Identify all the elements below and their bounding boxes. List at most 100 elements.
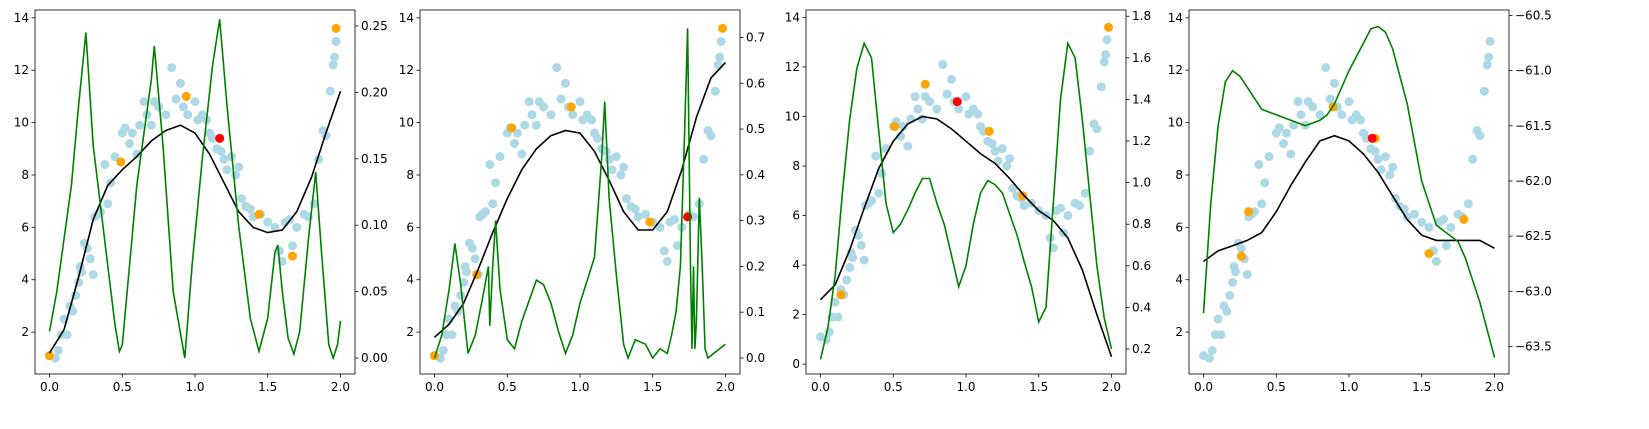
scatter-point <box>874 188 884 198</box>
scatter-point <box>1101 50 1111 60</box>
scatter-point <box>1321 63 1331 73</box>
scatter-point <box>699 154 709 164</box>
scatter-point <box>328 60 338 70</box>
y-tick-label: 6 <box>21 220 29 234</box>
scatter-point <box>1475 131 1485 141</box>
scatter-point <box>1388 162 1398 172</box>
y2-tick-label: 0.3 <box>746 214 765 228</box>
x-tick-label: 0.0 <box>1194 380 1213 394</box>
scatter-point <box>1308 102 1318 112</box>
scatter-point <box>127 128 137 138</box>
plot-layer <box>430 23 728 363</box>
scatter-point <box>287 241 297 251</box>
scatter-point <box>611 152 621 162</box>
scatter-point <box>190 97 200 107</box>
scatter-point <box>331 36 341 46</box>
scatter-point <box>633 212 643 222</box>
y2-tick-label: 0.7 <box>746 30 765 44</box>
highlight-point <box>116 157 126 167</box>
y2-tick-label: 0.00 <box>361 351 388 365</box>
scatter-point <box>1356 115 1366 125</box>
scatter-point <box>520 120 530 130</box>
x-tick-label: 1.0 <box>956 380 975 394</box>
y2-tick-label: −62.0 <box>1515 174 1552 188</box>
scatter-point <box>1417 217 1427 227</box>
mean-curve <box>1203 134 1495 263</box>
scatter-point <box>237 194 247 204</box>
highlight-point <box>254 209 264 219</box>
scatter-point <box>1409 209 1419 219</box>
scatter-point <box>954 104 964 114</box>
scatter-point <box>910 92 920 102</box>
scatter-point <box>480 207 490 217</box>
secondary-curve <box>819 40 1113 360</box>
x-tick-label: 0.5 <box>113 380 132 394</box>
scatter-point <box>619 162 629 172</box>
y-tick-label: 12 <box>14 63 29 77</box>
y2-tick-label: 0.10 <box>361 218 388 232</box>
scatter-point <box>1286 149 1296 159</box>
scatter-point <box>932 104 942 114</box>
x-tick-label: 1.5 <box>1029 380 1048 394</box>
scatter-point <box>575 97 585 107</box>
y-tick-label: 6 <box>1175 220 1183 234</box>
highlight-point <box>890 121 900 131</box>
scatter-point <box>219 154 229 164</box>
scatter-point <box>713 60 723 70</box>
y2-tick-label: 1.8 <box>1132 9 1151 23</box>
y-tick-label: 10 <box>785 109 800 123</box>
chart-panel-1: 0.0 0.5 1.0 1.5 2.0 2 4 6 8 10 12 14 0.00 0.05 0.10 0.1… <box>14 9 388 394</box>
scatter-point <box>1096 82 1106 92</box>
scatter-point <box>1296 110 1306 120</box>
scatter-point <box>706 131 716 141</box>
scatter-point <box>616 170 626 180</box>
highlight-point <box>984 126 994 136</box>
x-tick-label: 2.0 <box>1485 380 1504 394</box>
secondary-curve <box>433 28 726 361</box>
scatter-point <box>491 178 501 188</box>
y2-tick-label: −63.5 <box>1515 339 1552 353</box>
scatter-point <box>938 59 948 69</box>
y2-tick-label: 0.2 <box>746 259 765 273</box>
scatter-point <box>88 269 98 279</box>
scatter-point <box>1231 267 1241 277</box>
y-tick-label: 8 <box>406 168 414 182</box>
y-tick-label: 2 <box>406 325 414 339</box>
x-tick-label: 0.0 <box>811 380 830 394</box>
y-tick-label: 8 <box>792 159 800 173</box>
chart-panel-4: 0.0 0.5 1.0 1.5 2.0 2 4 6 8 10 12 14 −63.5 −63.0 −62.5… <box>1168 9 1552 394</box>
scatter-point <box>1482 60 1492 70</box>
highlight-point <box>181 91 191 101</box>
x-tick-label: 0.0 <box>40 380 59 394</box>
scatter-point <box>175 78 185 88</box>
scatter-point <box>110 152 120 162</box>
scatter-point <box>85 254 95 264</box>
y2-tick-label: 1.0 <box>1132 176 1151 190</box>
scatter-point <box>178 102 188 112</box>
scatter-point <box>859 255 869 265</box>
scatter-point <box>146 120 156 130</box>
scatter-point <box>231 170 241 180</box>
scatter-point <box>539 102 549 112</box>
scatter-point <box>1005 154 1015 164</box>
y2-tick-label: 1.4 <box>1132 92 1151 106</box>
y-tick-label: 14 <box>399 11 414 25</box>
scatter-point <box>1344 97 1354 107</box>
y2-tick-label: 0.1 <box>746 305 765 319</box>
y2-tick-label: 1.6 <box>1132 51 1151 65</box>
y-tick-label: 6 <box>406 220 414 234</box>
highlight-point <box>1018 191 1028 201</box>
scatter-point <box>1213 314 1223 324</box>
y-tick-label: 6 <box>792 209 800 223</box>
scatter-point <box>1257 199 1267 209</box>
plot-layer <box>45 19 342 363</box>
scatter-point <box>1063 211 1073 221</box>
y2-tick-label: 0.4 <box>746 168 765 182</box>
y2-tick-label: 0.15 <box>361 152 388 166</box>
scatter-point <box>1254 160 1264 170</box>
highlight-point <box>836 290 846 300</box>
marker-point <box>952 97 962 107</box>
y-tick-label: 12 <box>785 60 800 74</box>
scatter-point <box>53 345 63 355</box>
scatter-point <box>942 89 952 99</box>
